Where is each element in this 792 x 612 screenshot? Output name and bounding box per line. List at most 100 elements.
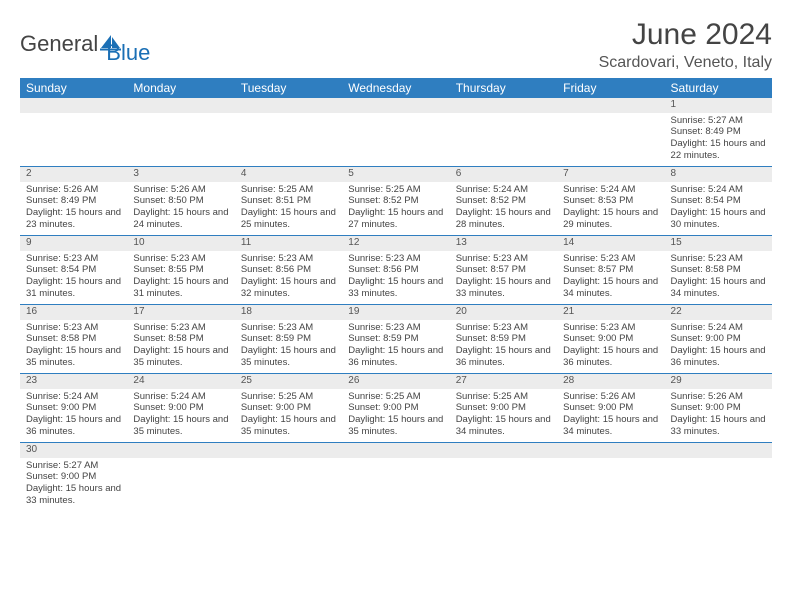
day-number: 2 — [20, 167, 127, 182]
calendar-table: SundayMondayTuesdayWednesdayThursdayFrid… — [20, 78, 772, 511]
calendar-row: 1Sunrise: 5:27 AMSunset: 8:49 PMDaylight… — [20, 98, 772, 167]
calendar-cell: 20Sunrise: 5:23 AMSunset: 8:59 PMDayligh… — [450, 305, 557, 374]
day-number: 19 — [342, 305, 449, 320]
sunrise-line: Sunrise: 5:25 AM — [348, 184, 443, 196]
sunset-line: Sunset: 9:00 PM — [348, 402, 443, 414]
calendar-cell — [235, 98, 342, 167]
cell-body: Sunrise: 5:25 AMSunset: 8:52 PMDaylight:… — [342, 182, 449, 236]
daylight-line: Daylight: 15 hours and 27 minutes. — [348, 207, 443, 231]
sunset-line: Sunset: 8:52 PM — [348, 195, 443, 207]
sunrise-line: Sunrise: 5:24 AM — [133, 391, 228, 403]
calendar-cell: 22Sunrise: 5:24 AMSunset: 9:00 PMDayligh… — [665, 305, 772, 374]
calendar-row: 9Sunrise: 5:23 AMSunset: 8:54 PMDaylight… — [20, 236, 772, 305]
sunset-line: Sunset: 8:55 PM — [133, 264, 228, 276]
sunset-line: Sunset: 8:50 PM — [133, 195, 228, 207]
calendar-cell — [127, 443, 234, 512]
cell-body: Sunrise: 5:23 AMSunset: 8:56 PMDaylight:… — [342, 251, 449, 305]
day-number: 21 — [557, 305, 664, 320]
day-number: 14 — [557, 236, 664, 251]
daylight-line: Daylight: 15 hours and 32 minutes. — [241, 276, 336, 300]
calendar-cell: 4Sunrise: 5:25 AMSunset: 8:51 PMDaylight… — [235, 167, 342, 236]
cell-body: Sunrise: 5:23 AMSunset: 8:58 PMDaylight:… — [20, 320, 127, 374]
daylight-line: Daylight: 15 hours and 33 minutes. — [348, 276, 443, 300]
day-number: 3 — [127, 167, 234, 182]
cell-body: Sunrise: 5:26 AMSunset: 8:50 PMDaylight:… — [127, 182, 234, 236]
cell-body: Sunrise: 5:23 AMSunset: 8:54 PMDaylight:… — [20, 251, 127, 305]
calendar-cell: 16Sunrise: 5:23 AMSunset: 8:58 PMDayligh… — [20, 305, 127, 374]
calendar-cell — [235, 443, 342, 512]
day-number: 5 — [342, 167, 449, 182]
daylight-line: Daylight: 15 hours and 35 minutes. — [133, 414, 228, 438]
cell-body: Sunrise: 5:24 AMSunset: 9:00 PMDaylight:… — [20, 389, 127, 443]
sunrise-line: Sunrise: 5:25 AM — [456, 391, 551, 403]
day-number: 10 — [127, 236, 234, 251]
sunrise-line: Sunrise: 5:26 AM — [133, 184, 228, 196]
sunset-line: Sunset: 9:00 PM — [26, 402, 121, 414]
cell-body: Sunrise: 5:23 AMSunset: 8:58 PMDaylight:… — [127, 320, 234, 374]
calendar-row: 23Sunrise: 5:24 AMSunset: 9:00 PMDayligh… — [20, 374, 772, 443]
cell-body: Sunrise: 5:26 AMSunset: 8:49 PMDaylight:… — [20, 182, 127, 236]
calendar-cell: 24Sunrise: 5:24 AMSunset: 9:00 PMDayligh… — [127, 374, 234, 443]
day-number — [450, 443, 557, 458]
daylight-line: Daylight: 15 hours and 35 minutes. — [241, 345, 336, 369]
sunrise-line: Sunrise: 5:23 AM — [563, 253, 658, 265]
sunrise-line: Sunrise: 5:23 AM — [26, 253, 121, 265]
sunrise-line: Sunrise: 5:25 AM — [241, 391, 336, 403]
daylight-line: Daylight: 15 hours and 33 minutes. — [26, 483, 121, 507]
calendar-row: 16Sunrise: 5:23 AMSunset: 8:58 PMDayligh… — [20, 305, 772, 374]
daylight-line: Daylight: 15 hours and 31 minutes. — [26, 276, 121, 300]
daylight-line: Daylight: 15 hours and 34 minutes. — [563, 276, 658, 300]
day-header: Wednesday — [342, 78, 449, 98]
day-number: 27 — [450, 374, 557, 389]
cell-body: Sunrise: 5:23 AMSunset: 8:56 PMDaylight:… — [235, 251, 342, 305]
day-number — [342, 98, 449, 113]
calendar-cell: 7Sunrise: 5:24 AMSunset: 8:53 PMDaylight… — [557, 167, 664, 236]
calendar-cell: 15Sunrise: 5:23 AMSunset: 8:58 PMDayligh… — [665, 236, 772, 305]
daylight-line: Daylight: 15 hours and 34 minutes. — [456, 414, 551, 438]
sunrise-line: Sunrise: 5:26 AM — [671, 391, 766, 403]
daylight-line: Daylight: 15 hours and 36 minutes. — [671, 345, 766, 369]
calendar-cell: 12Sunrise: 5:23 AMSunset: 8:56 PMDayligh… — [342, 236, 449, 305]
sunrise-line: Sunrise: 5:23 AM — [26, 322, 121, 334]
daylight-line: Daylight: 15 hours and 29 minutes. — [563, 207, 658, 231]
cell-body: Sunrise: 5:23 AMSunset: 8:59 PMDaylight:… — [235, 320, 342, 374]
day-number: 25 — [235, 374, 342, 389]
cell-body: Sunrise: 5:23 AMSunset: 8:57 PMDaylight:… — [450, 251, 557, 305]
calendar-cell — [665, 443, 772, 512]
calendar-cell: 18Sunrise: 5:23 AMSunset: 8:59 PMDayligh… — [235, 305, 342, 374]
calendar-cell — [450, 443, 557, 512]
location: Scardovari, Veneto, Italy — [599, 54, 772, 72]
day-number: 24 — [127, 374, 234, 389]
sunset-line: Sunset: 8:54 PM — [26, 264, 121, 276]
calendar-cell — [342, 98, 449, 167]
daylight-line: Daylight: 15 hours and 33 minutes. — [456, 276, 551, 300]
calendar-cell: 1Sunrise: 5:27 AMSunset: 8:49 PMDaylight… — [665, 98, 772, 167]
calendar-row: 30Sunrise: 5:27 AMSunset: 9:00 PMDayligh… — [20, 443, 772, 512]
daylight-line: Daylight: 15 hours and 35 minutes. — [133, 345, 228, 369]
daylight-line: Daylight: 15 hours and 35 minutes. — [241, 414, 336, 438]
daylight-line: Daylight: 15 hours and 28 minutes. — [456, 207, 551, 231]
sunset-line: Sunset: 8:56 PM — [241, 264, 336, 276]
day-number: 1 — [665, 98, 772, 113]
calendar-row: 2Sunrise: 5:26 AMSunset: 8:49 PMDaylight… — [20, 167, 772, 236]
day-number — [342, 443, 449, 458]
cell-body: Sunrise: 5:27 AMSunset: 8:49 PMDaylight:… — [665, 113, 772, 167]
sunrise-line: Sunrise: 5:23 AM — [456, 253, 551, 265]
sunset-line: Sunset: 8:53 PM — [563, 195, 658, 207]
calendar-cell: 19Sunrise: 5:23 AMSunset: 8:59 PMDayligh… — [342, 305, 449, 374]
day-number: 26 — [342, 374, 449, 389]
sunset-line: Sunset: 8:56 PM — [348, 264, 443, 276]
day-number — [235, 98, 342, 113]
sunset-line: Sunset: 8:54 PM — [671, 195, 766, 207]
cell-body: Sunrise: 5:24 AMSunset: 8:53 PMDaylight:… — [557, 182, 664, 236]
sunset-line: Sunset: 9:00 PM — [563, 333, 658, 345]
calendar-cell: 21Sunrise: 5:23 AMSunset: 9:00 PMDayligh… — [557, 305, 664, 374]
sunrise-line: Sunrise: 5:24 AM — [26, 391, 121, 403]
day-number — [235, 443, 342, 458]
day-header: Saturday — [665, 78, 772, 98]
daylight-line: Daylight: 15 hours and 34 minutes. — [671, 276, 766, 300]
sunrise-line: Sunrise: 5:24 AM — [563, 184, 658, 196]
calendar-cell — [127, 98, 234, 167]
day-header: Monday — [127, 78, 234, 98]
header: General Blue June 2024 Scardovari, Venet… — [20, 18, 772, 72]
